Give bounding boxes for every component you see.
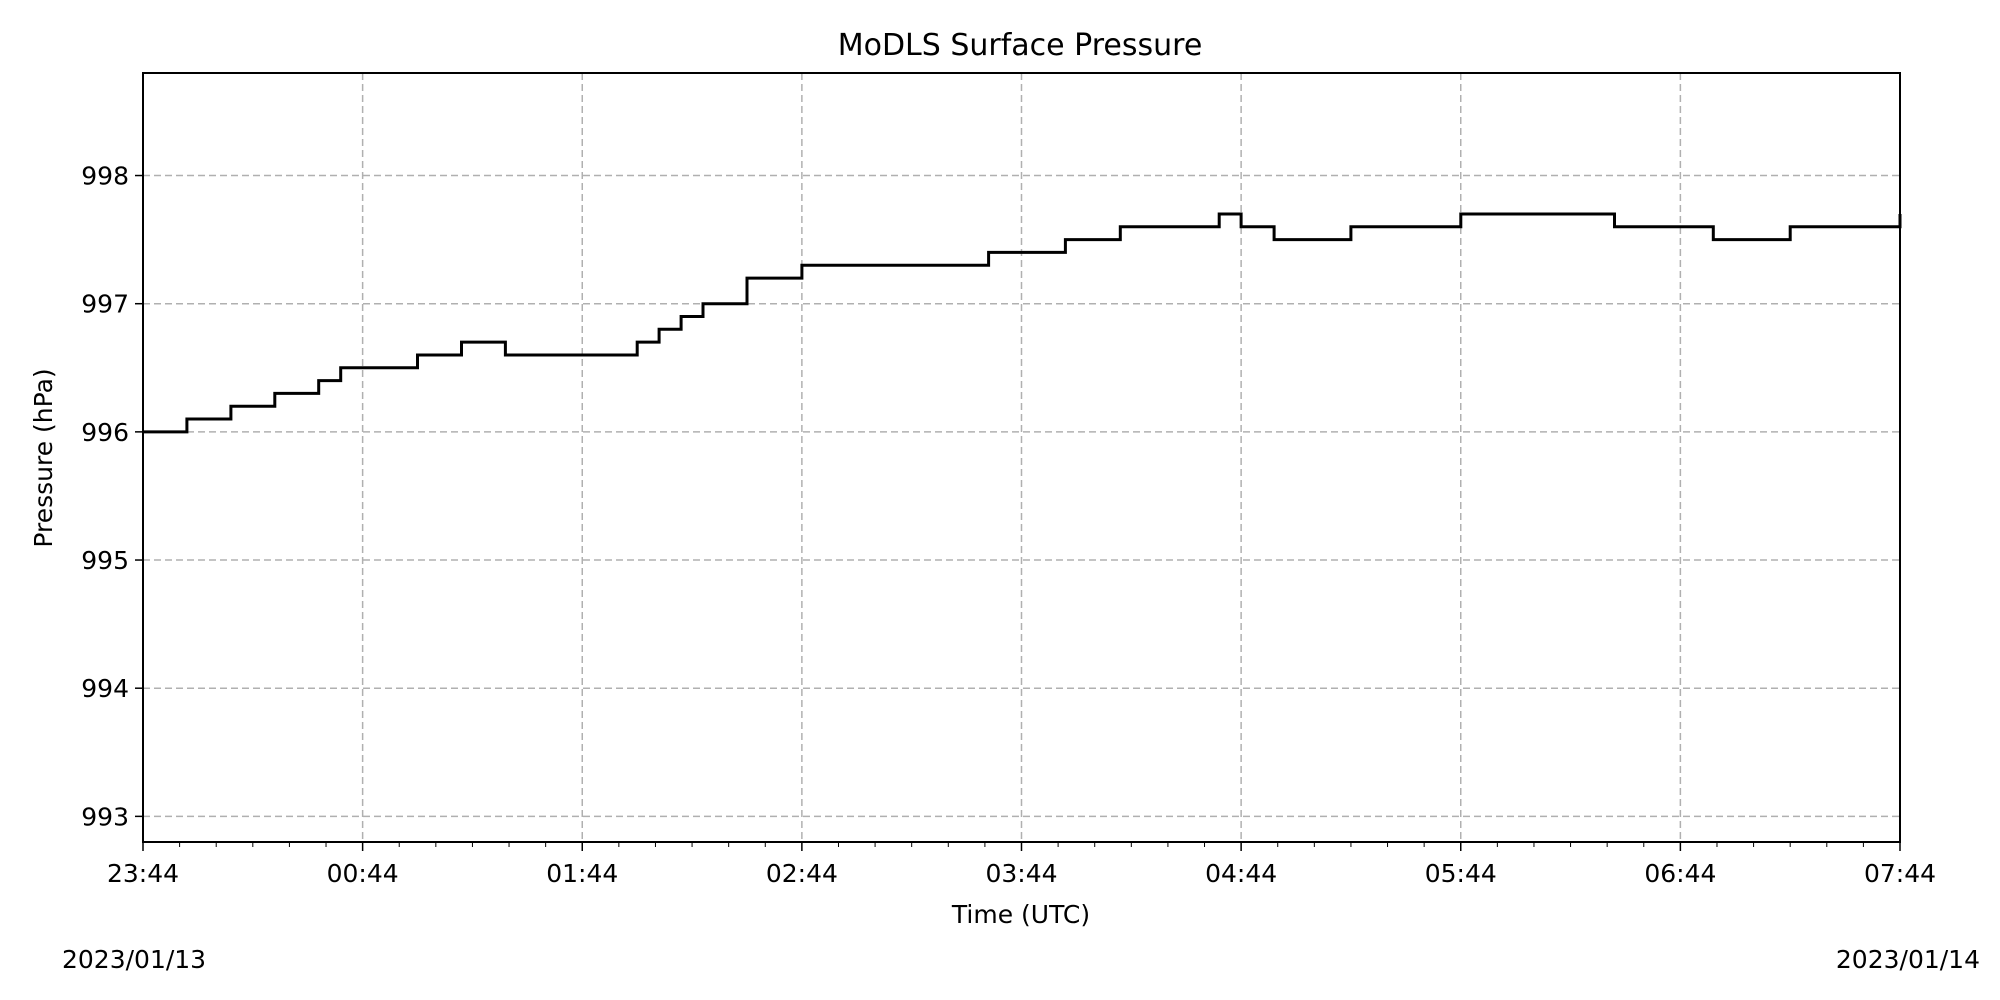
tick-layer: 993 994 995 996 997 998 23:44 00:44 01:44 02:44 03… [81, 162, 1936, 888]
x-tick-label: 00:44 [327, 859, 399, 888]
y-tick-label: 997 [81, 290, 129, 319]
x-tick-label: 02:44 [766, 859, 838, 888]
date-right-label: 2023/01/14 [1836, 945, 1980, 974]
pressure-series-line [143, 212, 1902, 434]
x-tick-label: 23:44 [107, 859, 179, 888]
y-tick-label: 995 [81, 546, 129, 575]
series-layer [143, 212, 1902, 434]
grid-layer [143, 73, 1900, 842]
x-tick-label: 04:44 [1205, 859, 1277, 888]
x-tick-label: 03:44 [985, 859, 1057, 888]
y-tick-label: 993 [81, 802, 129, 831]
x-tick-label: 05:44 [1425, 859, 1497, 888]
y-tick-label: 994 [81, 674, 129, 703]
y-axis-label: Pressure (hPa) [29, 368, 58, 547]
x-tick-label: 01:44 [546, 859, 618, 888]
date-left-label: 2023/01/13 [62, 945, 206, 974]
chart-title: MoDLS Surface Pressure [838, 28, 1203, 63]
x-tick-label: 06:44 [1644, 859, 1716, 888]
y-tick-label: 996 [81, 418, 129, 447]
y-tick-label: 998 [81, 162, 129, 191]
x-axis-label: Time (UTC) [951, 900, 1090, 929]
x-tick-label: 07:44 [1864, 859, 1936, 888]
